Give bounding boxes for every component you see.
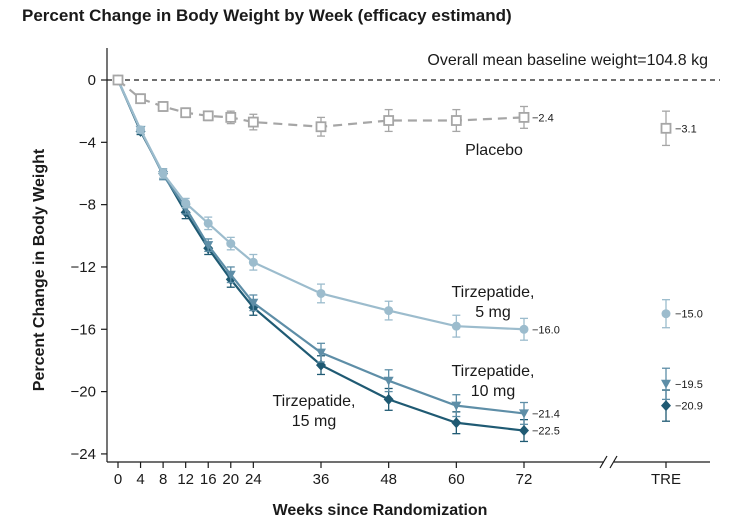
x-tick-label: 20 [222, 471, 239, 488]
x-axis-label: Weeks since Randomization [273, 502, 488, 519]
data-point [661, 309, 671, 319]
data-point [203, 241, 214, 251]
end-value-label: −16.0 [532, 324, 560, 336]
data-point [316, 288, 326, 298]
data-point [384, 306, 394, 316]
x-tick-label: 16 [200, 471, 217, 488]
data-point [248, 298, 259, 308]
x-tick-label: 24 [245, 471, 262, 488]
series-name-label: Tirzepatide, 15 mg [273, 393, 356, 430]
series-placebo [112, 74, 672, 147]
y-tick-label: 0 [88, 72, 96, 89]
data-point [315, 121, 327, 133]
data-point [451, 321, 461, 331]
tre-value-label: −20.9 [675, 401, 703, 413]
data-point [450, 115, 462, 126]
series-name-line: Tirzepatide, [452, 363, 535, 380]
y-axis-label: Percent Change in Body Weight [31, 148, 48, 391]
data-point [157, 101, 169, 112]
x-tick-label: TRE [651, 471, 681, 488]
chart-title: Percent Change in Body Weight by Week (e… [22, 6, 512, 25]
series-name-line: 15 mg [292, 413, 336, 430]
end-value-label: −21.4 [532, 408, 560, 420]
x-tick-label: 48 [380, 471, 397, 488]
data-point [451, 401, 462, 411]
data-point [383, 393, 394, 405]
data-point [136, 125, 146, 135]
y-tick-label: −4 [79, 134, 96, 151]
data-point [226, 239, 236, 249]
tre-value-label: −15.0 [675, 309, 703, 321]
data-point [112, 74, 124, 86]
data-point [158, 168, 168, 178]
data-point [383, 115, 395, 126]
data-point [661, 400, 671, 412]
data-point [519, 425, 529, 437]
x-tick-label: 60 [448, 471, 465, 488]
series-tirzepatide-15-mg [113, 74, 671, 443]
series-tirzepatide-10-mg [113, 76, 671, 425]
data-point [181, 198, 191, 208]
y-tick-label: −12 [71, 259, 96, 276]
data-point [383, 376, 394, 386]
labels-layer: Overall mean baseline weight=104.8 kg −2.… [273, 52, 709, 438]
data-point [316, 348, 326, 358]
series-name-line: Tirzepatide, [273, 393, 356, 410]
data-point [519, 324, 529, 334]
x-tick-label: 0 [114, 471, 122, 488]
data-point [248, 257, 258, 267]
series-name-line: Tirzepatide, [452, 284, 535, 301]
data-point [202, 110, 214, 122]
data-point [180, 107, 192, 119]
y-tick-label: −24 [71, 446, 96, 463]
series-name-line: 10 mg [471, 383, 515, 400]
series-name-label: Tirzepatide, 5 mg [452, 284, 535, 321]
data-point [247, 116, 259, 128]
x-tick-label: 72 [516, 471, 533, 488]
x-tick-label: 36 [313, 471, 330, 488]
y-tick-label: −20 [71, 384, 96, 401]
y-tick-label: −16 [71, 321, 96, 338]
data-point [135, 93, 146, 105]
end-value-label: −2.4 [532, 112, 554, 124]
series-name-label: Tirzepatide, 10 mg [452, 363, 535, 400]
x-tick-label: 4 [136, 471, 144, 488]
axis-break-mark [609, 455, 618, 469]
tre-value-label: −19.5 [675, 379, 703, 391]
axis-break-mark [599, 455, 608, 469]
series-tirzepatide-5-mg [113, 75, 671, 341]
data-point [660, 122, 672, 134]
data-point [451, 417, 462, 429]
data-point [225, 111, 237, 123]
data-point [225, 270, 236, 280]
series-name-label: Placebo [465, 142, 523, 159]
x-tick-label: 12 [177, 471, 194, 488]
series-name-line: 5 mg [475, 304, 511, 321]
baseline-weight-note: Overall mean baseline weight=104.8 kg [427, 52, 708, 69]
data-point [519, 409, 529, 419]
y-tick-label: −8 [79, 197, 96, 214]
tre-value-label: −3.1 [675, 123, 697, 135]
axes: 0−4−8−12−16−20−240 4 8 12 16 20 24 36 48 60 72 TREW… [31, 48, 720, 519]
data-point [518, 111, 530, 123]
series-layer [112, 74, 672, 443]
data-point [203, 218, 213, 228]
series-name-line: Placebo [465, 142, 523, 159]
x-tick-label: 8 [159, 471, 167, 488]
end-value-label: −22.5 [532, 426, 560, 438]
data-point [661, 379, 671, 389]
